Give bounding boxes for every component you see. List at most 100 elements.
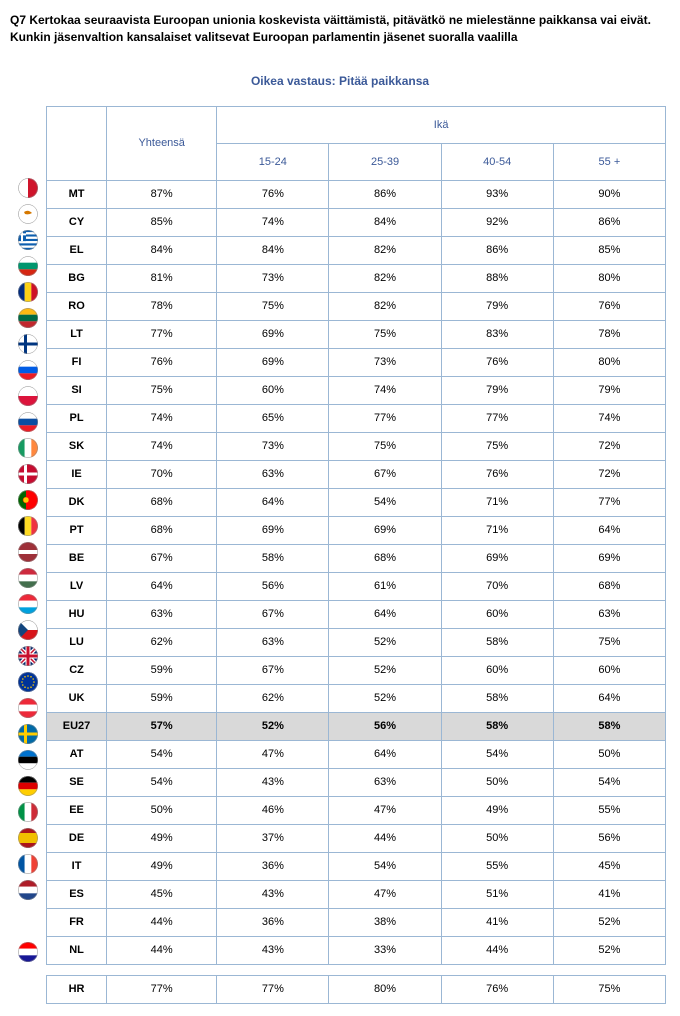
value-cell: 36% bbox=[217, 908, 329, 936]
table-row: SK74%73%75%75%72% bbox=[47, 432, 666, 460]
value-cell: 72% bbox=[553, 432, 665, 460]
value-cell: 51% bbox=[441, 880, 553, 908]
total-cell: 68% bbox=[107, 488, 217, 516]
total-cell: 59% bbox=[107, 656, 217, 684]
value-cell: 64% bbox=[553, 684, 665, 712]
value-cell: 76% bbox=[441, 460, 553, 488]
table-row: PL74%65%77%77%74% bbox=[47, 404, 666, 432]
value-cell: 86% bbox=[329, 180, 441, 208]
total-cell: 81% bbox=[107, 264, 217, 292]
flag-column bbox=[10, 106, 46, 1004]
flag-icon bbox=[10, 253, 46, 279]
table-body: MT87%76%86%93%90%CY85%74%84%92%86%EL84%8… bbox=[47, 180, 666, 1003]
table-row: IT49%36%54%55%45% bbox=[47, 852, 666, 880]
country-code: IE bbox=[47, 460, 107, 488]
value-cell: 52% bbox=[329, 656, 441, 684]
country-code: UK bbox=[47, 684, 107, 712]
value-cell: 84% bbox=[329, 208, 441, 236]
value-cell: 90% bbox=[553, 180, 665, 208]
value-cell: 47% bbox=[329, 796, 441, 824]
value-cell: 77% bbox=[441, 404, 553, 432]
value-cell: 79% bbox=[441, 376, 553, 404]
table-row: AT54%47%64%54%50% bbox=[47, 740, 666, 768]
header-age-3: 55 + bbox=[553, 143, 665, 180]
table-row: BG81%73%82%88%80% bbox=[47, 264, 666, 292]
value-cell: 74% bbox=[217, 208, 329, 236]
flag-icon bbox=[10, 591, 46, 617]
value-cell: 58% bbox=[441, 628, 553, 656]
value-cell: 60% bbox=[553, 656, 665, 684]
value-cell: 73% bbox=[217, 264, 329, 292]
value-cell: 82% bbox=[329, 236, 441, 264]
value-cell: 75% bbox=[441, 432, 553, 460]
total-cell: 54% bbox=[107, 740, 217, 768]
question-text: Q7 Kertokaa seuraavista Euroopan unionia… bbox=[10, 12, 670, 46]
table-row: FI76%69%73%76%80% bbox=[47, 348, 666, 376]
data-table: Yhteensä Ikä 15-24 25-39 40-54 55 + MT87… bbox=[46, 106, 666, 1004]
total-cell: 54% bbox=[107, 768, 217, 796]
value-cell: 82% bbox=[329, 292, 441, 320]
value-cell: 37% bbox=[217, 824, 329, 852]
value-cell: 77% bbox=[217, 975, 329, 1003]
value-cell: 50% bbox=[553, 740, 665, 768]
flag-icon bbox=[10, 513, 46, 539]
table-row: EE50%46%47%49%55% bbox=[47, 796, 666, 824]
flag-icon bbox=[10, 617, 46, 643]
country-code: SI bbox=[47, 376, 107, 404]
flag-icon bbox=[10, 643, 46, 669]
value-cell: 76% bbox=[441, 348, 553, 376]
table-row: ES45%43%47%51%41% bbox=[47, 880, 666, 908]
table-row: CZ59%67%52%60%60% bbox=[47, 656, 666, 684]
header-age-2: 40-54 bbox=[441, 143, 553, 180]
total-cell: 59% bbox=[107, 684, 217, 712]
country-code: EE bbox=[47, 796, 107, 824]
total-cell: 77% bbox=[107, 975, 217, 1003]
flag-icon bbox=[10, 851, 46, 877]
country-code: SE bbox=[47, 768, 107, 796]
total-cell: 84% bbox=[107, 236, 217, 264]
value-cell: 79% bbox=[553, 376, 665, 404]
country-code: DE bbox=[47, 824, 107, 852]
value-cell: 93% bbox=[441, 180, 553, 208]
value-cell: 61% bbox=[329, 572, 441, 600]
total-cell: 44% bbox=[107, 936, 217, 964]
flag-icon bbox=[10, 383, 46, 409]
country-code: LT bbox=[47, 320, 107, 348]
table-row: LV64%56%61%70%68% bbox=[47, 572, 666, 600]
country-code: IT bbox=[47, 852, 107, 880]
value-cell: 56% bbox=[329, 712, 441, 740]
country-code: BE bbox=[47, 544, 107, 572]
value-cell: 73% bbox=[329, 348, 441, 376]
value-cell: 75% bbox=[553, 628, 665, 656]
value-cell: 75% bbox=[553, 975, 665, 1003]
header-age-1: 25-39 bbox=[329, 143, 441, 180]
value-cell: 46% bbox=[217, 796, 329, 824]
country-code: LU bbox=[47, 628, 107, 656]
value-cell: 64% bbox=[329, 600, 441, 628]
value-cell: 71% bbox=[441, 516, 553, 544]
value-cell: 63% bbox=[329, 768, 441, 796]
total-cell: 57% bbox=[107, 712, 217, 740]
value-cell: 52% bbox=[329, 628, 441, 656]
total-cell: 74% bbox=[107, 432, 217, 460]
table-row: HR77%77%80%76%75% bbox=[47, 975, 666, 1003]
value-cell: 60% bbox=[441, 656, 553, 684]
total-cell: 87% bbox=[107, 180, 217, 208]
value-cell: 64% bbox=[329, 740, 441, 768]
flag-icon bbox=[10, 201, 46, 227]
value-cell: 68% bbox=[329, 544, 441, 572]
table-row: DE49%37%44%50%56% bbox=[47, 824, 666, 852]
flag-icon bbox=[10, 279, 46, 305]
value-cell: 52% bbox=[329, 684, 441, 712]
flag-icon bbox=[10, 939, 46, 965]
value-cell: 63% bbox=[553, 600, 665, 628]
country-code: HR bbox=[47, 975, 107, 1003]
table-row: BE67%58%68%69%69% bbox=[47, 544, 666, 572]
value-cell: 63% bbox=[217, 628, 329, 656]
value-cell: 54% bbox=[329, 488, 441, 516]
total-cell: 77% bbox=[107, 320, 217, 348]
value-cell: 74% bbox=[329, 376, 441, 404]
value-cell: 85% bbox=[553, 236, 665, 264]
table-wrapper: Yhteensä Ikä 15-24 25-39 40-54 55 + MT87… bbox=[10, 106, 670, 1004]
value-cell: 54% bbox=[553, 768, 665, 796]
